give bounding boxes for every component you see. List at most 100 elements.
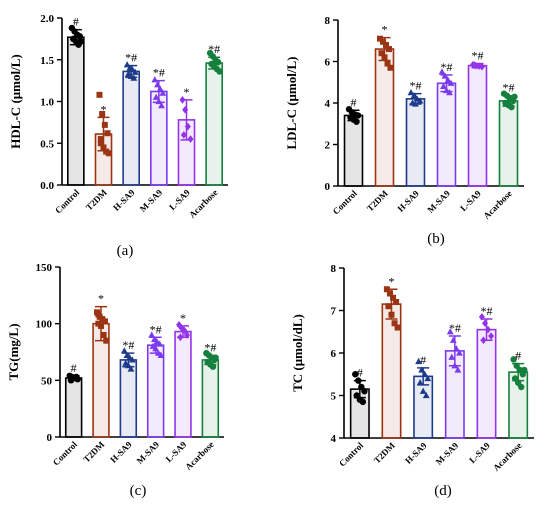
data-point [393, 299, 400, 305]
data-point [157, 351, 165, 358]
significance-label: * [184, 85, 190, 99]
bar-t2dm [381, 303, 402, 439]
bar-h-sa9 [122, 70, 140, 186]
data-point [101, 121, 108, 128]
category-label: T2DM [81, 439, 106, 464]
data-point [176, 321, 183, 329]
significance-label: *# [481, 304, 493, 318]
data-point [98, 322, 104, 329]
data-point [446, 89, 453, 96]
bar-l-sa9 [174, 330, 192, 438]
category-label: Control [53, 187, 82, 216]
y-tick-label: 50 [41, 375, 53, 387]
category-label: T2DM [84, 187, 109, 212]
y-tick-label: 0 [47, 432, 53, 444]
significance-label: *# [153, 66, 165, 80]
data-point [124, 362, 132, 369]
data-point [383, 286, 390, 293]
data-point [159, 89, 167, 96]
significance-label: * [180, 311, 186, 325]
significance-label: *# [503, 81, 515, 95]
panel-label: (d) [434, 483, 452, 499]
data-point [394, 324, 401, 331]
bar-control [64, 377, 83, 438]
data-point [187, 135, 194, 143]
data-point [96, 91, 103, 98]
data-point [76, 33, 84, 40]
data-point [131, 68, 139, 75]
data-point [151, 76, 159, 83]
data-point [359, 398, 367, 406]
chart-panel-1: 0.0 0.5 1.0 1.5 2.0 HDL-C (μmol/L) # Control * T2… [8, 13, 228, 259]
data-point [422, 391, 430, 399]
data-point [378, 50, 385, 57]
data-point [419, 387, 427, 394]
data-point [152, 93, 160, 100]
data-point [155, 97, 163, 105]
chart-panel-4: 4 5 6 7 8 TC (μmol/dL) # Control * T2DM # H-SA9 *# M-… [290, 263, 534, 499]
category-label: L-SA9 [467, 440, 492, 465]
data-point [510, 356, 517, 363]
significance-label: * [382, 23, 388, 37]
category-label: Acarbose [481, 188, 514, 221]
bar-l-sa9 [467, 64, 488, 187]
data-point [456, 349, 463, 356]
data-point [390, 294, 397, 301]
data-point [447, 79, 455, 86]
y-tick-label: 1.0 [40, 97, 54, 109]
bar-m-sa9 [150, 90, 168, 186]
data-point [212, 354, 219, 361]
significance-label: *# [449, 321, 461, 335]
data-point [152, 345, 160, 352]
data-point [120, 347, 128, 354]
data-point [209, 363, 217, 370]
significance-label: *# [150, 322, 162, 336]
y-tick-label: 4 [325, 98, 331, 110]
data-point [97, 140, 104, 147]
data-point [184, 122, 191, 131]
data-point [100, 144, 107, 151]
data-point [481, 319, 488, 328]
data-point [382, 41, 389, 48]
data-point [446, 328, 454, 335]
category-label: L-SA9 [167, 187, 192, 212]
panel-label: (a) [117, 243, 134, 259]
data-point [214, 59, 222, 66]
data-point [478, 62, 485, 71]
data-point [354, 112, 362, 119]
data-point [387, 64, 394, 71]
category-label: Control [51, 439, 80, 468]
data-point [377, 35, 384, 42]
data-point [381, 54, 388, 61]
data-point [216, 68, 223, 75]
data-point [158, 102, 165, 109]
data-point [441, 72, 449, 79]
y-tick-label: 1.5 [40, 55, 54, 67]
data-point [180, 131, 187, 139]
data-point [416, 97, 424, 104]
data-point [388, 311, 395, 318]
data-point [424, 374, 432, 382]
data-point [104, 130, 111, 137]
data-point [485, 325, 492, 334]
data-point [156, 85, 164, 92]
significance-label: # [515, 349, 521, 363]
y-axis-title: HDL-C (μmol/L) [8, 54, 23, 148]
data-point [508, 103, 515, 111]
data-point [478, 313, 485, 321]
bar-h-sa9 [405, 98, 426, 187]
y-tick-label: 2 [325, 140, 331, 152]
data-point [511, 93, 518, 100]
category-label: M-SA9 [138, 187, 165, 214]
data-point [385, 303, 392, 310]
data-point [99, 111, 106, 118]
y-tick-label: 0.0 [40, 180, 54, 192]
significance-label: * [101, 102, 107, 116]
data-point [385, 46, 392, 53]
data-point [440, 82, 447, 89]
data-point [128, 356, 136, 363]
significance-label: *# [472, 49, 484, 63]
data-point [97, 136, 104, 143]
data-point [452, 345, 460, 352]
